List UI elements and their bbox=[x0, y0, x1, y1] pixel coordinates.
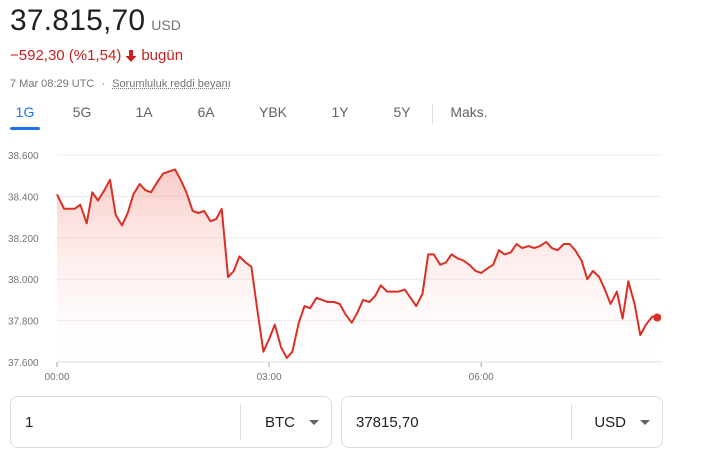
converter-divider bbox=[240, 404, 242, 440]
x-tick-label: 03:00 bbox=[257, 372, 282, 383]
y-tick-label: 37.800 bbox=[8, 317, 39, 328]
range-tabs: 1G 5G 1A 6A YBK 1Y 5Y Maks. bbox=[10, 104, 495, 130]
quote-meta: 7 Mar 08:29 UTC · Sorumluluk reddi beyan… bbox=[10, 78, 231, 90]
disclaimer-link[interactable]: Sorumluluk reddi beyanı bbox=[112, 78, 231, 90]
dropdown-arrow-icon bbox=[640, 419, 650, 425]
change-value: −592,30 (%1,54) bbox=[10, 47, 122, 64]
y-tick-label: 38.000 bbox=[8, 275, 39, 286]
x-tick-label: 00:00 bbox=[44, 372, 69, 383]
dropdown-arrow-icon bbox=[309, 419, 319, 425]
y-tick-label: 37.600 bbox=[8, 358, 39, 369]
price-chart[interactable]: 38.600 38.400 38.200 38.000 37.800 37.600 00:0… bbox=[0, 145, 721, 390]
y-tick-label: 38.600 bbox=[8, 151, 39, 162]
to-currency-label: USD bbox=[594, 413, 626, 431]
price-header: 37.815,70 USD bbox=[10, 4, 181, 38]
quote-timestamp: 7 Mar 08:29 UTC bbox=[10, 78, 95, 90]
tab-1g[interactable]: 1G bbox=[10, 104, 40, 130]
current-price: 37.815,70 bbox=[10, 4, 146, 37]
converter-divider bbox=[571, 404, 573, 440]
converter-to: USD bbox=[341, 396, 663, 448]
from-currency-select[interactable]: BTC bbox=[241, 397, 331, 447]
amount-input[interactable] bbox=[11, 397, 241, 447]
price-currency: USD bbox=[151, 17, 181, 33]
price-area bbox=[57, 169, 658, 362]
converted-input[interactable] bbox=[342, 397, 572, 447]
x-tick-label: 06:00 bbox=[469, 372, 494, 383]
tab-maks[interactable]: Maks. bbox=[450, 104, 488, 120]
price-line bbox=[56, 168, 658, 359]
last-price-dot bbox=[653, 313, 662, 322]
tab-5y[interactable]: 5Y bbox=[393, 104, 411, 120]
y-tick-label: 38.400 bbox=[8, 192, 39, 203]
tab-6a[interactable]: 6A bbox=[197, 104, 215, 120]
tab-divider bbox=[432, 104, 433, 124]
arrow-down-icon bbox=[125, 49, 137, 63]
to-currency-select[interactable]: USD bbox=[572, 397, 662, 447]
converter-from: BTC bbox=[10, 396, 332, 448]
price-change: −592,30 (%1,54) bugün bbox=[10, 47, 183, 64]
tab-1y[interactable]: 1Y bbox=[331, 104, 349, 120]
from-currency-label: BTC bbox=[265, 413, 295, 431]
change-period: bugün bbox=[141, 47, 184, 64]
tab-5g[interactable]: 5G bbox=[72, 104, 92, 120]
meta-separator: · bbox=[101, 78, 106, 90]
y-tick-label: 38.200 bbox=[8, 234, 39, 245]
tab-1a[interactable]: 1A bbox=[135, 104, 153, 120]
tab-ybk[interactable]: YBK bbox=[258, 104, 287, 120]
